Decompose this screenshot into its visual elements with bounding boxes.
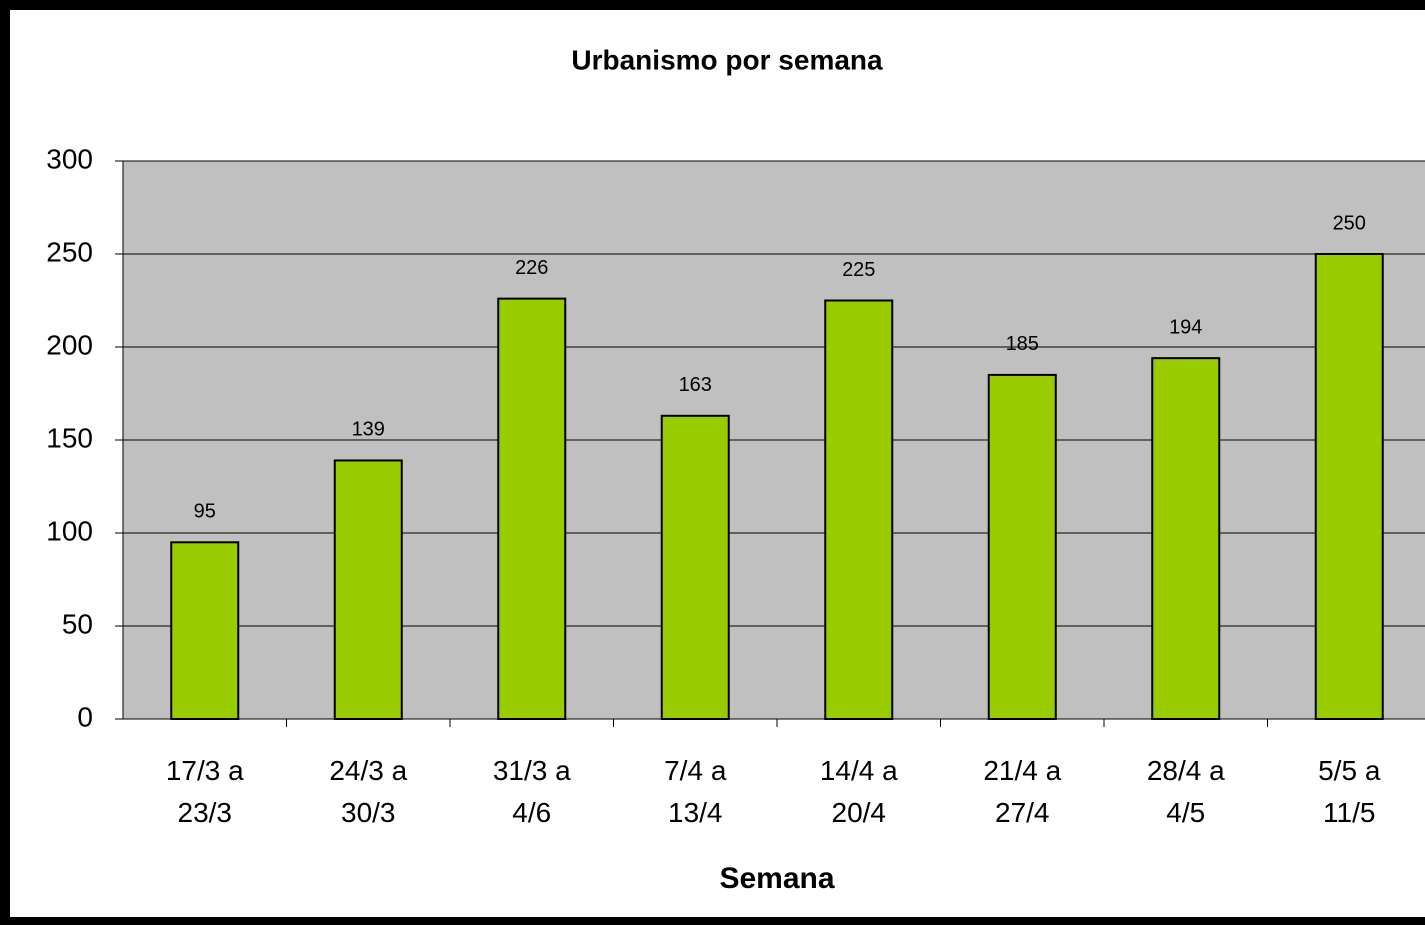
chart-title: Urbanismo por semana [571, 44, 883, 75]
data-label: 226 [515, 257, 548, 279]
y-tick-label: 250 [46, 236, 93, 267]
y-tick-label: 200 [46, 329, 93, 360]
data-label: 163 [679, 374, 712, 396]
data-label: 225 [842, 259, 875, 281]
bar [333, 459, 403, 720]
x-tick-label: 5/5 a 11/5 [1318, 755, 1381, 828]
y-tick-label: 300 [46, 143, 93, 174]
bar [170, 541, 240, 720]
bar [660, 414, 730, 720]
x-tick-label: 14/4 a 20/4 [820, 755, 898, 828]
x-tick-label: 28/4 a 4/5 [1147, 755, 1225, 828]
x-tick-label: 21/4 a 27/4 [983, 755, 1061, 828]
data-label: 194 [1169, 316, 1202, 338]
bar [824, 299, 894, 720]
y-tick-label: 0 [77, 701, 93, 732]
x-tick-label: 31/3 a 4/6 [493, 755, 571, 828]
data-label: 139 [352, 419, 385, 441]
x-tick-label: 24/3 a 30/3 [329, 755, 407, 828]
y-tick-label: 150 [46, 422, 93, 453]
y-tick-label: 50 [62, 608, 93, 639]
data-label: 250 [1333, 212, 1366, 234]
bar [1151, 357, 1221, 720]
x-tick-label: 7/4 a 13/4 [664, 755, 727, 828]
x-axis-title: Semana [719, 862, 834, 895]
data-label: 185 [1006, 333, 1039, 355]
bar [1314, 253, 1384, 720]
x-tick-label: 17/3 a 23/3 [166, 755, 244, 828]
bar [987, 373, 1057, 720]
y-tick-label: 100 [46, 515, 93, 546]
bar [497, 297, 567, 720]
data-label: 95 [194, 501, 216, 523]
